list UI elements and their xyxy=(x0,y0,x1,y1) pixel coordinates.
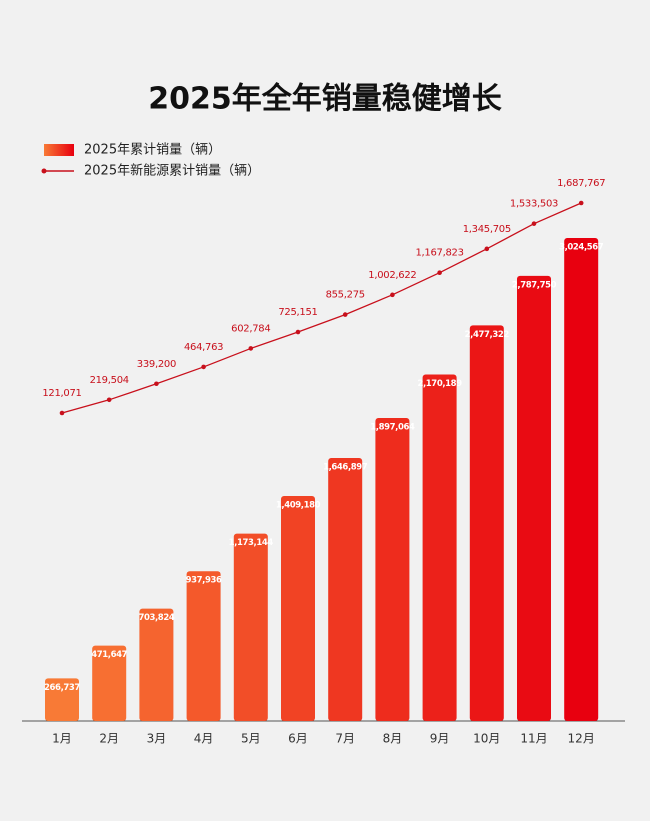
x-tick-label: 4月 xyxy=(194,732,214,746)
line-value-label: 855,275 xyxy=(326,290,365,301)
legend-label: 2025年新能源累计销量（辆） xyxy=(84,163,260,179)
line-point xyxy=(248,346,254,351)
line-point xyxy=(437,270,442,275)
bar-value-label: 2,787,750 xyxy=(512,280,557,290)
bar-value-label: 1,897,064 xyxy=(370,423,415,433)
line-point xyxy=(390,292,395,298)
line-value-label: 1,167,823 xyxy=(415,248,463,259)
bar xyxy=(375,418,410,721)
x-tick-label: 11月 xyxy=(520,732,547,746)
line-value-label: 219,504 xyxy=(90,375,129,386)
legend-dot xyxy=(41,168,47,174)
line-point xyxy=(59,410,65,416)
bar-value-label: 1,173,144 xyxy=(229,538,274,548)
x-tick-label: 10月 xyxy=(473,732,500,746)
bar xyxy=(233,533,268,721)
line-point xyxy=(531,221,537,226)
line-point xyxy=(295,329,301,335)
line-value-label: 1,687,767 xyxy=(557,178,605,189)
bar xyxy=(186,571,221,721)
bar xyxy=(92,645,127,721)
bar-value-label: 1,646,897 xyxy=(323,463,368,473)
bar-value-label: 471,647 xyxy=(91,650,127,660)
bar xyxy=(422,374,457,721)
bar-value-label: 2,477,322 xyxy=(465,330,510,340)
x-tick-label: 5月 xyxy=(241,732,261,746)
legend-label: 2025年累计销量（辆） xyxy=(84,143,221,158)
bar-value-label: 703,824 xyxy=(138,613,174,623)
line-point xyxy=(484,246,490,252)
line-value-label: 1,533,503 xyxy=(510,199,558,210)
bar xyxy=(45,678,79,721)
x-tick-label: 12月 xyxy=(568,732,595,746)
x-tick-label: 9月 xyxy=(430,732,450,746)
x-tick-label: 8月 xyxy=(383,732,403,746)
line xyxy=(61,202,582,414)
bar-value-label: 3,024,567 xyxy=(559,243,604,253)
bar-value-label: 1,409,180 xyxy=(276,500,321,510)
x-tick-label: 7月 xyxy=(335,732,355,746)
bar-value-label: 2,170,189 xyxy=(417,379,462,389)
line-value-label: 1,345,705 xyxy=(463,224,511,235)
bar-value-label: 266,737 xyxy=(44,683,80,693)
line-value-label: 121,071 xyxy=(42,388,81,399)
bar xyxy=(281,495,315,721)
line-point xyxy=(342,312,348,317)
line-point xyxy=(154,381,159,387)
x-tick-label: 6月 xyxy=(288,732,308,746)
bar xyxy=(564,238,599,721)
line-point xyxy=(201,364,206,370)
line-value-label: 339,200 xyxy=(137,359,176,370)
bar xyxy=(517,275,551,721)
legend-swatch xyxy=(44,144,74,156)
bar xyxy=(328,458,363,721)
line-value-label: 464,763 xyxy=(184,342,223,353)
line-value-label: 602,784 xyxy=(231,323,270,334)
line-value-label: 1,002,622 xyxy=(368,270,416,281)
line-point xyxy=(106,397,112,403)
x-tick-label: 2月 xyxy=(99,732,119,746)
x-tick-label: 1月 xyxy=(52,732,72,746)
bar-value-label: 937,936 xyxy=(186,576,222,586)
bar xyxy=(139,608,174,721)
bar xyxy=(469,325,504,721)
x-tick-label: 3月 xyxy=(147,732,167,746)
chart-title: 2025年全年销量稳健增长 xyxy=(148,82,502,117)
line-value-label: 725,151 xyxy=(278,307,317,318)
line-point xyxy=(578,200,584,206)
